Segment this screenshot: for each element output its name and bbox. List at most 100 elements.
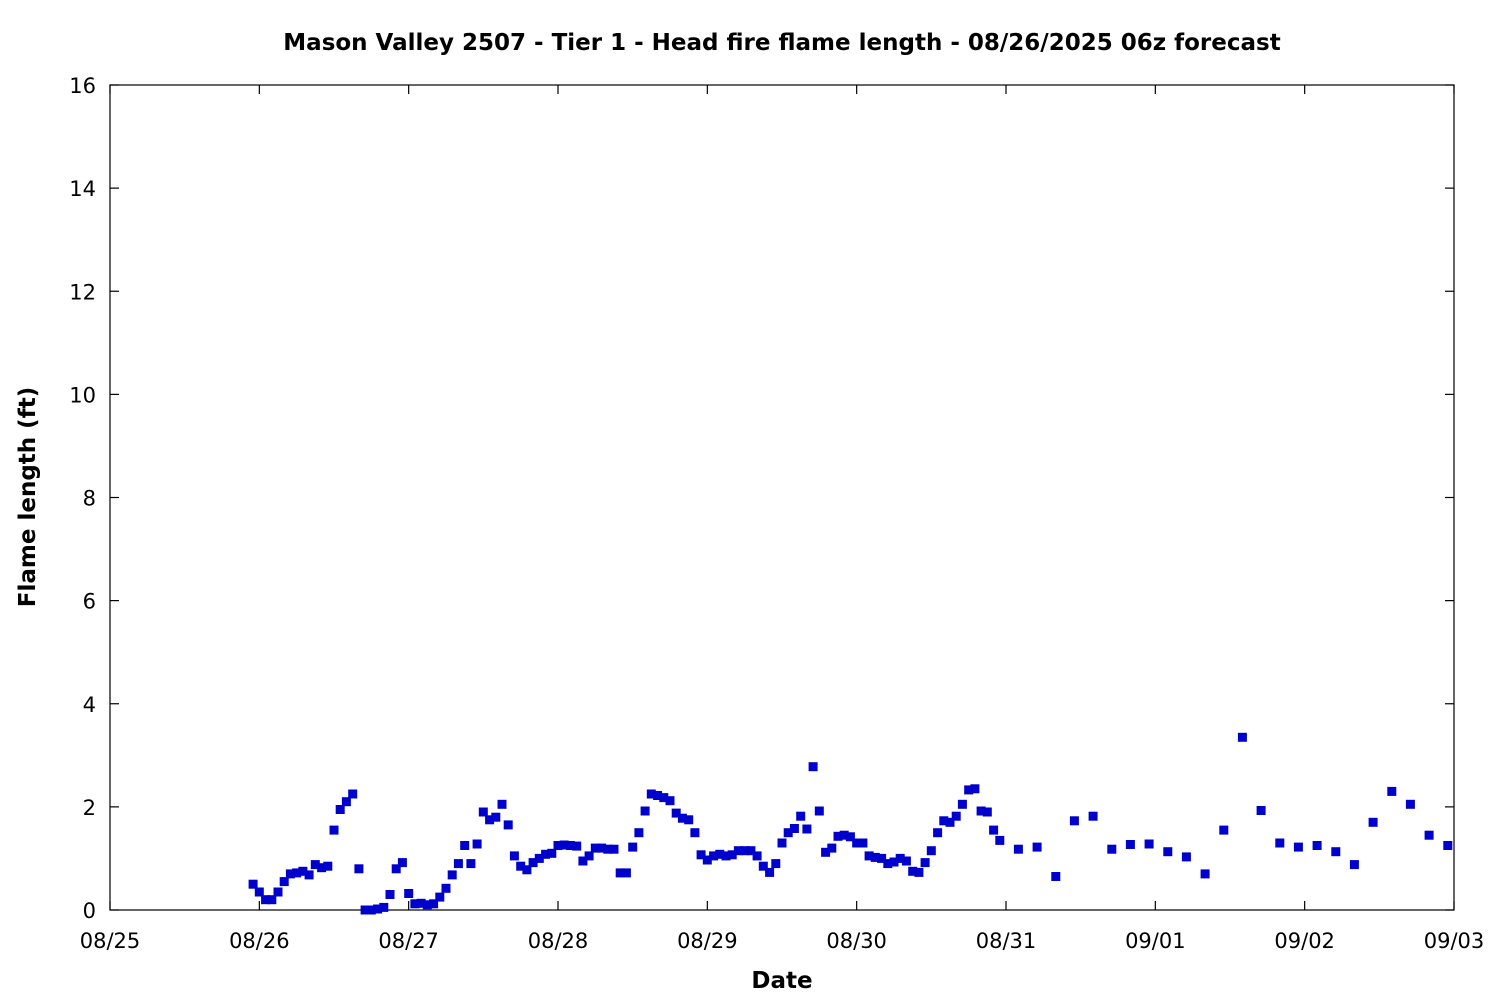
data-point bbox=[727, 850, 737, 860]
data-point bbox=[995, 835, 1005, 845]
data-point bbox=[858, 838, 868, 848]
data-point bbox=[789, 824, 799, 833]
data-point bbox=[261, 895, 271, 905]
data-point bbox=[460, 841, 470, 850]
data-point bbox=[1051, 872, 1061, 881]
x-tick-label: 08/26 bbox=[229, 929, 290, 953]
data-point bbox=[640, 806, 650, 816]
data-point bbox=[989, 825, 999, 835]
data-point bbox=[908, 866, 918, 876]
data-point bbox=[982, 807, 992, 817]
data-point bbox=[1368, 817, 1378, 827]
data-point bbox=[877, 853, 887, 863]
data-point bbox=[429, 899, 439, 909]
data-point bbox=[416, 898, 426, 908]
data-point bbox=[845, 832, 855, 842]
data-point bbox=[1181, 852, 1191, 862]
data-point bbox=[385, 890, 395, 899]
data-point bbox=[721, 851, 731, 861]
data-point bbox=[970, 784, 980, 794]
data-point bbox=[1069, 816, 1079, 826]
data-point bbox=[945, 817, 955, 827]
data-point bbox=[1275, 838, 1285, 848]
data-point bbox=[746, 846, 756, 856]
data-point bbox=[298, 866, 308, 876]
data-point bbox=[547, 848, 557, 858]
data-point bbox=[827, 843, 837, 853]
data-point bbox=[578, 856, 588, 866]
data-point bbox=[609, 844, 619, 854]
data-point bbox=[1443, 841, 1453, 850]
y-tick-label: 14 bbox=[69, 177, 96, 201]
data-point bbox=[839, 830, 849, 840]
x-tick-label: 09/03 bbox=[1424, 929, 1485, 953]
data-point bbox=[901, 856, 911, 866]
y-tick-label: 12 bbox=[69, 280, 96, 304]
data-point bbox=[1293, 842, 1303, 852]
data-point bbox=[1387, 786, 1397, 796]
data-point bbox=[397, 858, 407, 868]
data-point bbox=[410, 899, 420, 909]
y-tick-label: 10 bbox=[69, 383, 96, 407]
y-tick-label: 6 bbox=[83, 590, 96, 614]
data-point bbox=[715, 849, 725, 859]
data-point bbox=[939, 816, 949, 826]
data-point bbox=[379, 902, 389, 912]
data-point bbox=[1237, 732, 1247, 742]
x-tick-label: 08/29 bbox=[677, 929, 738, 953]
data-point bbox=[976, 806, 986, 816]
data-point bbox=[323, 861, 333, 871]
data-point bbox=[366, 905, 376, 915]
data-point bbox=[279, 877, 289, 887]
data-point bbox=[404, 889, 414, 898]
data-point bbox=[248, 879, 258, 889]
data-point bbox=[914, 867, 924, 877]
data-point bbox=[870, 852, 880, 862]
data-point bbox=[348, 789, 358, 799]
data-point bbox=[733, 846, 743, 856]
y-tick-label: 0 bbox=[83, 899, 96, 923]
data-point bbox=[1013, 844, 1023, 854]
y-tick-label: 4 bbox=[83, 693, 96, 717]
data-point bbox=[677, 813, 687, 823]
x-tick-label: 08/27 bbox=[378, 929, 439, 953]
data-point bbox=[684, 815, 694, 825]
data-point bbox=[646, 789, 656, 799]
x-tick-label: 09/02 bbox=[1274, 929, 1335, 953]
data-point bbox=[584, 851, 594, 861]
data-point bbox=[696, 850, 706, 860]
data-point bbox=[702, 855, 712, 865]
data-point bbox=[1219, 825, 1229, 835]
data-point bbox=[491, 812, 501, 822]
data-point bbox=[883, 859, 893, 869]
data-point bbox=[752, 851, 762, 861]
data-point bbox=[690, 828, 700, 838]
data-point bbox=[441, 883, 451, 893]
data-point bbox=[833, 831, 843, 841]
data-point bbox=[1424, 830, 1434, 840]
data-point bbox=[597, 843, 607, 853]
data-point bbox=[590, 843, 600, 853]
data-point bbox=[653, 791, 663, 800]
data-point bbox=[528, 858, 538, 868]
data-point bbox=[895, 853, 905, 863]
x-axis: 08/25 08/26 08/27 08/28 08/29 08/30 08/31 09/01… bbox=[80, 85, 1485, 953]
data-point bbox=[1331, 847, 1341, 857]
data-point bbox=[310, 860, 320, 870]
data-point bbox=[758, 861, 768, 871]
data-point bbox=[951, 811, 961, 821]
x-tick-label: 08/31 bbox=[976, 929, 1037, 953]
data-point bbox=[572, 841, 582, 851]
data-point bbox=[808, 762, 818, 772]
data-point bbox=[1405, 799, 1415, 809]
data-point bbox=[740, 846, 750, 856]
data-point bbox=[391, 864, 401, 874]
data-point bbox=[920, 858, 930, 868]
data-points bbox=[248, 732, 1453, 915]
data-point bbox=[864, 851, 874, 861]
data-point bbox=[628, 842, 638, 852]
data-point bbox=[933, 828, 943, 838]
data-point bbox=[957, 799, 967, 809]
x-tick-label: 09/01 bbox=[1125, 929, 1186, 953]
